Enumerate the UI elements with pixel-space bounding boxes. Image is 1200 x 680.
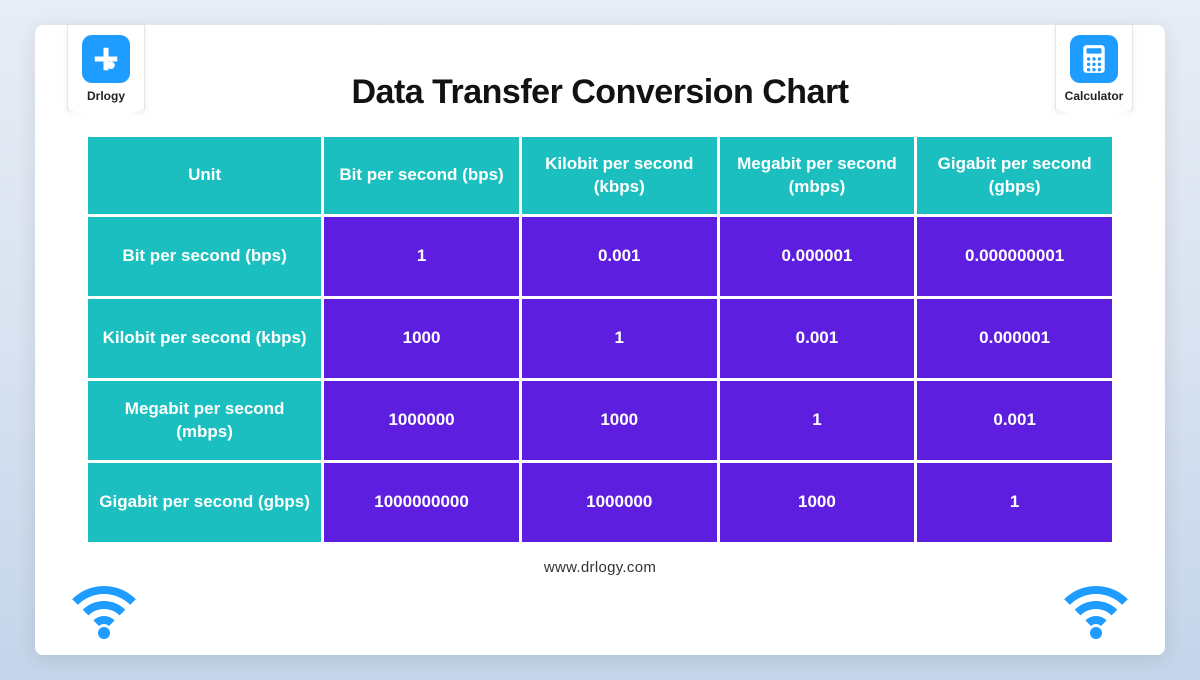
footer-url: www.drlogy.com — [85, 559, 1115, 576]
table-row: Megabit per second (mbps) 1000000 1000 1… — [87, 380, 1114, 462]
cell: 1000 — [323, 298, 521, 380]
calculator-badge-label: Calculator — [1060, 89, 1128, 103]
cell: 1 — [323, 216, 521, 298]
cell: 1 — [520, 298, 718, 380]
cell: 1000000 — [520, 462, 718, 544]
calculator-icon — [1070, 35, 1118, 83]
table-row: Kilobit per second (kbps) 1000 1 0.001 0… — [87, 298, 1114, 380]
row-label: Bit per second (bps) — [87, 216, 323, 298]
table-row: Bit per second (bps) 1 0.001 0.000001 0.… — [87, 216, 1114, 298]
cell: 0.000000001 — [916, 216, 1114, 298]
row-label: Kilobit per second (kbps) — [87, 298, 323, 380]
col-header-unit: Unit — [87, 136, 323, 216]
col-header-mbps: Megabit per second (mbps) — [718, 136, 916, 216]
wifi-people-icon — [49, 569, 159, 649]
plus-medical-icon — [82, 35, 130, 83]
table-row: Gigabit per second (gbps) 1000000000 100… — [87, 462, 1114, 544]
cell: 1000000000 — [323, 462, 521, 544]
cell: 1 — [916, 462, 1114, 544]
col-header-bps: Bit per second (bps) — [323, 136, 521, 216]
conversion-table: Unit Bit per second (bps) Kilobit per se… — [85, 134, 1115, 545]
page-title: Data Transfer Conversion Chart — [85, 73, 1115, 112]
brand-badge: Drlogy — [67, 25, 145, 110]
cell: 1000 — [718, 462, 916, 544]
cell: 0.001 — [718, 298, 916, 380]
cell: 1000 — [520, 380, 718, 462]
cell: 1000000 — [323, 380, 521, 462]
col-header-gbps: Gigabit per second (gbps) — [916, 136, 1114, 216]
cell: 0.000001 — [718, 216, 916, 298]
brand-badge-label: Drlogy — [72, 89, 140, 103]
row-label: Megabit per second (mbps) — [87, 380, 323, 462]
chart-card: Drlogy Calculator Data Transfer Conversi… — [35, 25, 1165, 655]
row-label: Gigabit per second (gbps) — [87, 462, 323, 544]
wifi-people-icon — [1041, 569, 1151, 649]
cell: 1 — [718, 380, 916, 462]
cell: 0.001 — [916, 380, 1114, 462]
cell: 0.000001 — [916, 298, 1114, 380]
cell: 0.001 — [520, 216, 718, 298]
table-header-row: Unit Bit per second (bps) Kilobit per se… — [87, 136, 1114, 216]
calculator-badge: Calculator — [1055, 25, 1133, 110]
col-header-kbps: Kilobit per second (kbps) — [520, 136, 718, 216]
